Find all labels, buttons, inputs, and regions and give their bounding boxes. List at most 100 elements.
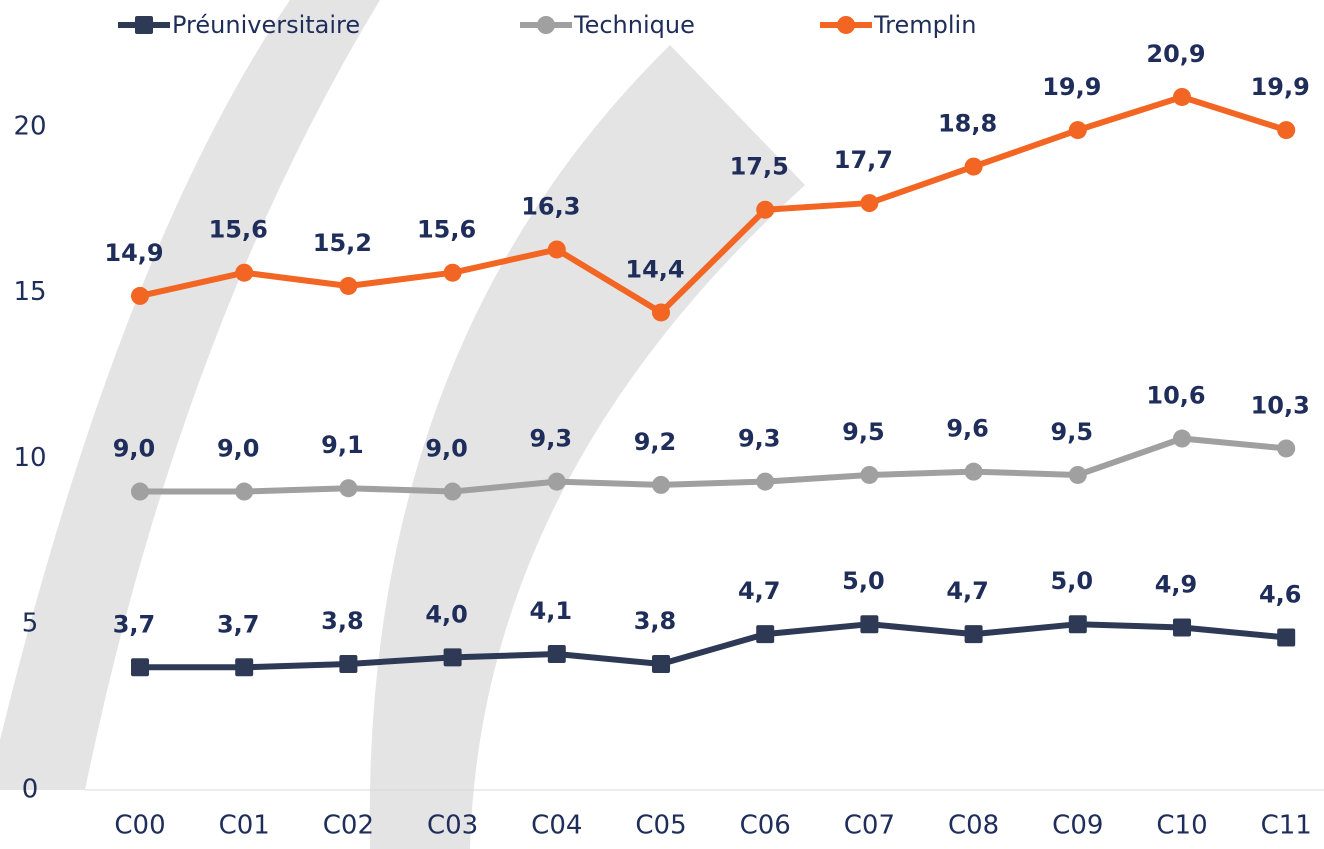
data-label: 9,0 (425, 435, 468, 463)
point (1277, 628, 1296, 647)
data-label: 4,7 (946, 577, 989, 605)
y-tick-label: 10 (13, 443, 46, 473)
data-label: 14,9 (104, 239, 163, 267)
y-tick-label: 15 (13, 277, 46, 307)
point (131, 286, 149, 305)
x-tick-label: C00 (114, 811, 165, 841)
point (652, 475, 670, 494)
data-label: 9,6 (946, 415, 989, 443)
point (1173, 87, 1191, 106)
data-label: 4,6 (1259, 580, 1302, 608)
decor-arc (369, 45, 805, 849)
data-label: 9,1 (321, 431, 364, 459)
data-label: 3,8 (634, 607, 677, 635)
decor-arc (0, 0, 380, 790)
data-label: 20,9 (1146, 40, 1205, 68)
point (1277, 121, 1296, 140)
point (756, 200, 775, 219)
data-label: 16,3 (521, 192, 580, 220)
data-label: 4,1 (530, 597, 573, 625)
point (964, 157, 983, 176)
x-tick-label: C11 (1261, 811, 1312, 841)
point (1068, 121, 1087, 140)
point (964, 625, 983, 644)
legend-marker (837, 16, 855, 34)
data-label: 17,7 (834, 146, 893, 174)
legend-marker (135, 16, 153, 34)
data-label: 9,0 (217, 435, 260, 463)
x-tick-label: C07 (844, 811, 895, 841)
point (339, 479, 358, 498)
point (547, 645, 566, 664)
data-label: 15,2 (313, 229, 372, 257)
point (860, 194, 879, 213)
y-tick-label: 20 (13, 111, 46, 141)
data-label: 19,9 (1251, 73, 1310, 101)
legend-marker (537, 16, 555, 34)
point (1277, 439, 1296, 458)
data-label: 17,5 (730, 153, 789, 181)
point (443, 482, 462, 501)
point (1173, 429, 1191, 448)
data-label: 3,7 (217, 610, 260, 638)
data-label: 19,9 (1042, 73, 1101, 101)
point (131, 658, 149, 677)
legend-label: Tremplin (873, 11, 976, 39)
x-tick-label: C04 (531, 811, 582, 841)
point (235, 482, 254, 501)
data-label: 9,3 (530, 425, 573, 453)
point (652, 654, 670, 673)
data-label: 4,9 (1155, 571, 1198, 599)
point (339, 276, 358, 295)
x-tick-label: C08 (948, 811, 999, 841)
data-label: 3,8 (321, 607, 364, 635)
point (443, 263, 462, 282)
x-tick-label: C02 (323, 811, 374, 841)
data-label: 9,0 (113, 435, 156, 463)
x-tick-label: C10 (1156, 811, 1207, 841)
point (235, 263, 254, 282)
point (964, 462, 983, 481)
legend-label: Préuniversitaire (172, 11, 360, 39)
x-tick-label: C05 (635, 811, 686, 841)
x-tick-label: C09 (1052, 811, 1103, 841)
series-line (140, 435, 1287, 495)
point (339, 654, 358, 673)
point (1068, 465, 1087, 484)
point (443, 648, 462, 667)
point (131, 482, 149, 501)
point (756, 472, 775, 491)
data-label: 5,0 (1051, 567, 1094, 595)
data-label: 9,5 (1051, 418, 1094, 446)
data-label: 14,4 (625, 255, 684, 283)
x-tick-label: C06 (740, 811, 791, 841)
series-line (139, 93, 1288, 316)
data-label: 9,3 (738, 425, 781, 453)
series-line (140, 621, 1287, 671)
point (1068, 615, 1087, 634)
legend-label: Technique (573, 11, 695, 39)
data-label: 18,8 (938, 110, 997, 138)
data-label: 5,0 (842, 567, 885, 595)
point (547, 240, 566, 259)
point (547, 472, 566, 491)
data-label: 4,0 (425, 600, 468, 628)
point (756, 625, 775, 644)
point (652, 303, 670, 322)
point (235, 658, 254, 677)
y-tick-label: 5 (22, 609, 39, 639)
data-label: 10,6 (1146, 382, 1205, 410)
data-label: 9,5 (842, 418, 885, 446)
data-label: 10,3 (1251, 391, 1310, 419)
point (1173, 618, 1191, 637)
point (860, 465, 879, 484)
x-tick-label: C03 (427, 811, 478, 841)
x-tick-label: C01 (219, 811, 270, 841)
data-label: 15,6 (417, 216, 476, 244)
y-tick-label: 0 (22, 775, 39, 805)
data-label: 3,7 (113, 610, 156, 638)
data-label: 4,7 (738, 577, 781, 605)
point (860, 615, 879, 634)
data-label: 9,2 (634, 428, 677, 456)
